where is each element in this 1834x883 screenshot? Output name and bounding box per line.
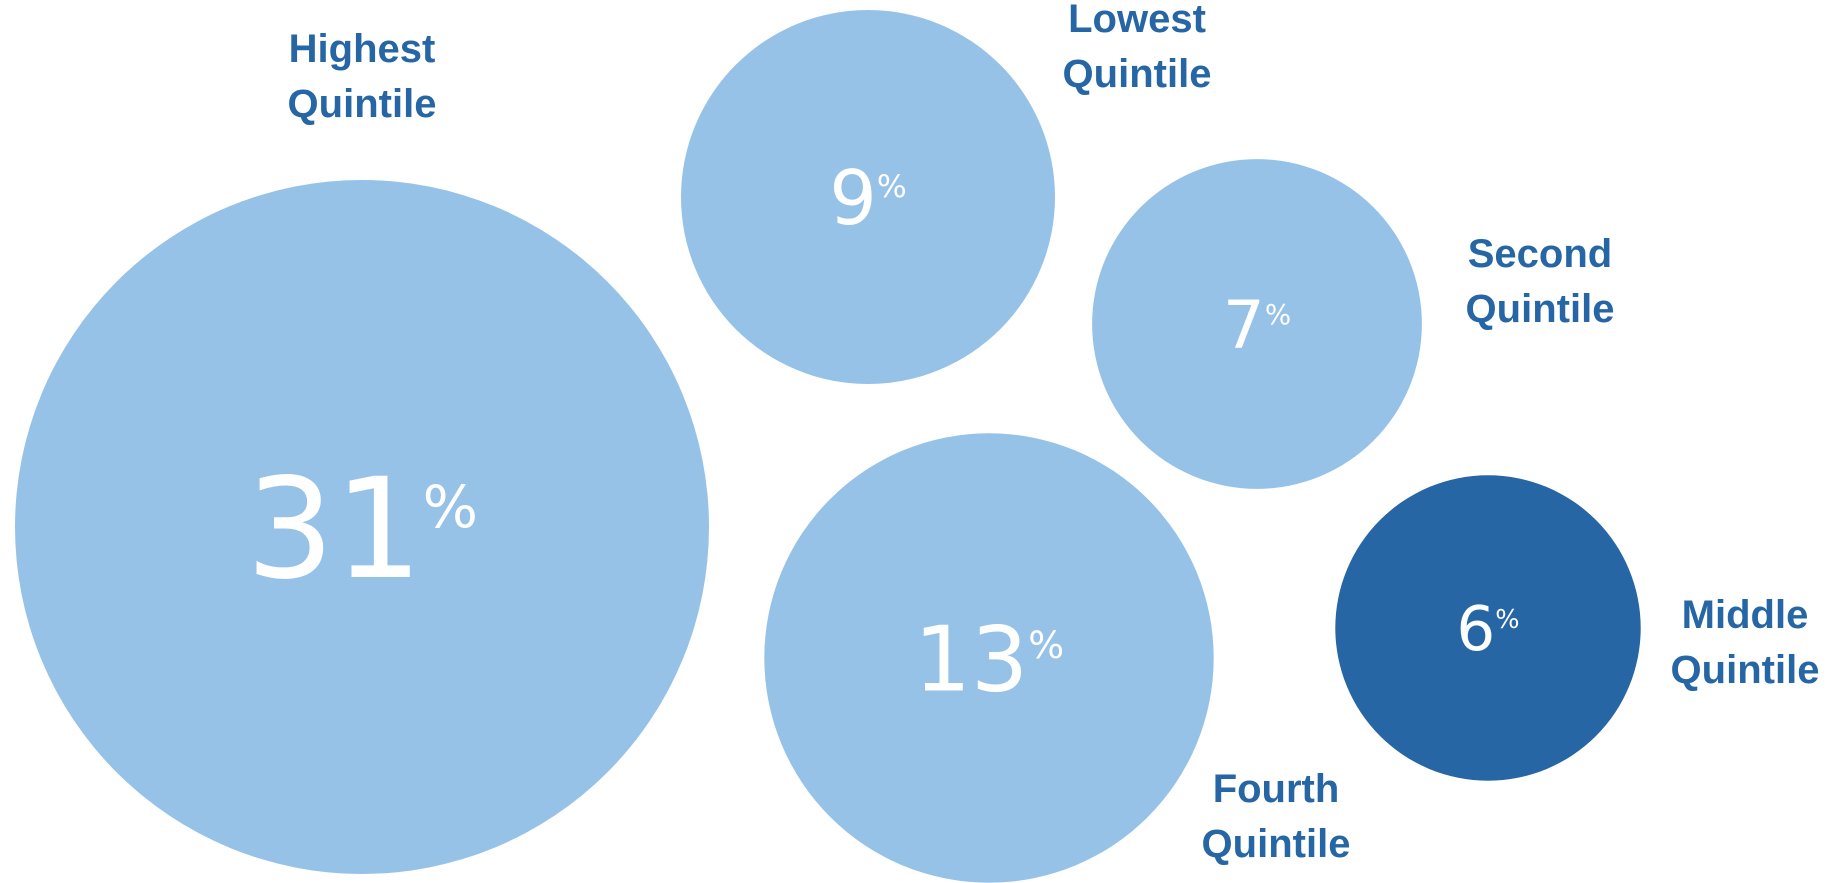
bubble-group: 9%Lowest Quintile xyxy=(681,0,1211,384)
bubble xyxy=(681,10,1055,384)
bubble xyxy=(1092,159,1422,489)
bubble-category-label: Second Quintile xyxy=(1466,232,1615,331)
bubble-category-line: Lowest xyxy=(1068,0,1206,41)
bubble-category-line: Fourth xyxy=(1213,767,1340,811)
bubble-unit-label: % xyxy=(1028,623,1064,667)
bubble-category-line: Quintile xyxy=(288,82,437,126)
bubble-group: 13%Fourth Quintile xyxy=(764,433,1351,883)
bubble-category-line: Second xyxy=(1468,232,1612,276)
bubble xyxy=(764,433,1214,883)
bubble-category-label: Lowest Quintile xyxy=(1063,0,1212,96)
bubble-value-label: 7% xyxy=(1223,287,1291,364)
bubble-group: 6% Middle Quintile xyxy=(1335,475,1820,781)
bubble-group: 31%Highest Quintile xyxy=(15,27,709,874)
bubble-category-line: Quintile xyxy=(1202,822,1351,866)
bubble-category-label: Highest Quintile xyxy=(288,27,437,126)
bubble-category-line: Middle xyxy=(1682,593,1809,637)
bubble xyxy=(1335,475,1641,781)
bubble-unit-label: % xyxy=(877,169,907,205)
bubble-unit-label: % xyxy=(1495,605,1519,635)
bubble-category-label: Fourth Quintile xyxy=(1202,767,1351,866)
bubble-unit-label: % xyxy=(423,473,478,541)
bubble-category-label: Middle Quintile xyxy=(1671,593,1820,692)
bubble-category-line: Highest xyxy=(289,27,436,71)
bubble-category-line: Quintile xyxy=(1063,52,1212,96)
bubble xyxy=(15,180,709,874)
bubble-unit-label: % xyxy=(1265,298,1291,331)
bubble-group: 7% Second Quintile xyxy=(1092,159,1614,489)
bubble-category-line: Quintile xyxy=(1671,648,1820,692)
bubble-category-line: Quintile xyxy=(1466,287,1615,331)
